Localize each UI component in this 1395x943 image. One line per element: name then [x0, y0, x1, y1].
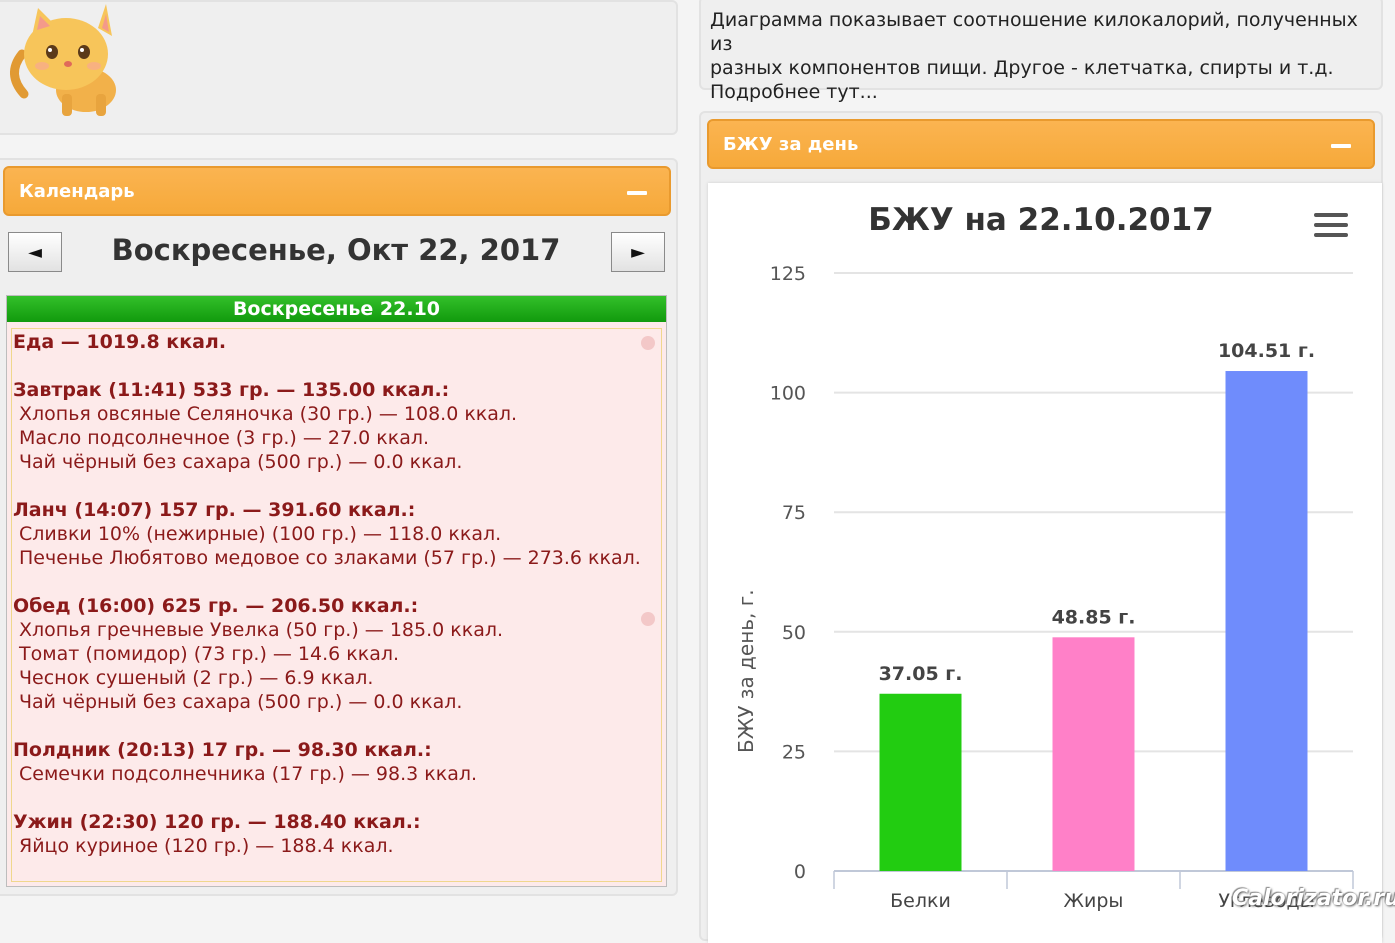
info-line: разных компонентов пищи. Другое - клетча…: [710, 57, 1334, 79]
y-tick-label: 100: [770, 383, 806, 405]
date-title: Воскресенье, Окт 22, 2017: [111, 233, 561, 267]
info-panel: Диаграмма показывает соотношение килокал…: [699, 0, 1383, 103]
x-category-label: Углеводы: [1218, 890, 1314, 912]
meal-heading: Ужин (22:30) 120 гр. — 188.40 ккал.:: [13, 811, 421, 833]
bju-header-label: БЖУ за день: [723, 133, 859, 155]
bar-Белки[interactable]: [879, 693, 962, 871]
collapse-icon[interactable]: [627, 191, 647, 195]
y-tick-label: 25: [782, 741, 806, 763]
x-category-label: Жиры: [1064, 890, 1124, 912]
info-line-more[interactable]: Подробнее тут...: [710, 81, 878, 103]
food-item[interactable]: Сливки 10% (нежирные) (100 гр.) — 118.0 …: [19, 523, 502, 545]
meal-heading: Завтрак (11:41) 533 гр. — 135.00 ккал.:: [13, 379, 450, 401]
x-category-label: Белки: [890, 890, 951, 912]
bar-data-label: 48.85 г.: [1052, 606, 1136, 628]
day-header[interactable]: Воскресенье 22.10: [7, 296, 666, 322]
day-box: Воскресенье 22.10: [6, 295, 667, 887]
food-item[interactable]: Семечки подсолнечника (17 гр.) — 98.3 кк…: [19, 763, 478, 785]
food-item[interactable]: Чай чёрный без сахара (500 гр.) — 0.0 кк…: [19, 691, 463, 713]
calendar-header[interactable]: Календарь: [3, 166, 671, 216]
bju-chart: БЖУ на 22.10.2017 БЖУ за день, г. 0 25 50 7…: [734, 202, 1354, 912]
apple-icon: [641, 612, 655, 626]
prev-day-button[interactable]: ◄: [8, 232, 62, 272]
y-axis-label: БЖУ за день, г.: [734, 589, 758, 753]
bju-header[interactable]: БЖУ за день: [707, 119, 1375, 169]
info-text: Диаграмма показывает соотношение килокал…: [710, 8, 1381, 104]
next-day-button[interactable]: ►: [611, 232, 665, 272]
bar-Углеводы[interactable]: [1225, 371, 1308, 871]
food-item[interactable]: Масло подсолнечное (3 гр.) — 27.0 ккал.: [19, 427, 430, 449]
watermark: Calorizator.ru: [1232, 886, 1395, 911]
food-item[interactable]: Яйцо куриное (120 гр.) — 188.4 ккал.: [19, 835, 394, 857]
y-tick-label: 125: [770, 263, 806, 285]
food-item[interactable]: Чеснок сушеный (2 гр.) — 6.9 ккал.: [19, 667, 374, 689]
food-item[interactable]: Печенье Любятово медовое со злаками (57 …: [19, 547, 641, 569]
meal-heading: Ланч (14:07) 157 гр. — 391.60 ккал.:: [13, 499, 416, 521]
meal-heading: Обед (16:00) 625 гр. — 206.50 ккал.:: [13, 595, 419, 617]
collapse-icon[interactable]: [1331, 144, 1351, 148]
food-item[interactable]: Хлопья гречневые Увелка (50 гр.) — 185.0…: [19, 619, 504, 641]
bar-data-label: 104.51 г.: [1218, 340, 1315, 362]
bar-data-label: 37.05 г.: [879, 663, 963, 685]
y-tick-label: 75: [782, 502, 806, 524]
food-item[interactable]: Чай чёрный без сахара (500 гр.) — 0.0 кк…: [19, 451, 463, 473]
mascot-panel: [0, 0, 678, 135]
meal-heading: Еда — 1019.8 ккал.: [13, 331, 227, 353]
meal-heading: Полдник (20:13) 17 гр. — 98.30 ккал.:: [13, 739, 432, 761]
y-tick-label: 0: [794, 861, 806, 883]
apple-icon: [641, 336, 655, 350]
calendar-header-label: Календарь: [19, 180, 135, 202]
cat-mascot-icon: [10, 4, 116, 116]
chart-title: БЖУ на 22.10.2017: [868, 202, 1214, 238]
y-tick-label: 50: [782, 622, 806, 644]
day-inner-border: [11, 328, 662, 882]
bar-Жиры[interactable]: [1052, 637, 1135, 871]
food-item[interactable]: Томат (помидор) (73 гр.) — 14.6 ккал.: [19, 643, 400, 665]
info-line: Диаграмма показывает соотношение килокал…: [710, 9, 1358, 55]
chart-menu-icon[interactable]: [1314, 213, 1348, 237]
food-item[interactable]: Хлопья овсяные Селяночка (30 гр.) — 108.…: [19, 403, 518, 425]
